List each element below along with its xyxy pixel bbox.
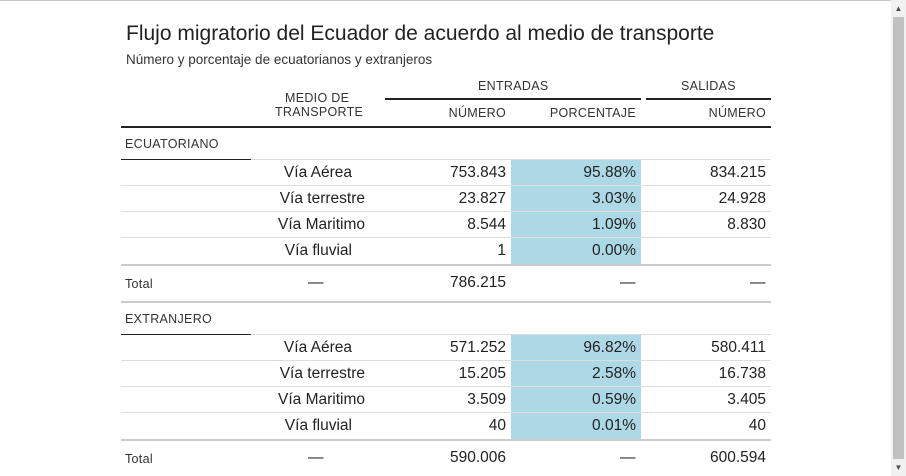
cell-entradas: 753.843 — [449, 164, 506, 181]
cell-porcentaje: 0.00% — [592, 242, 636, 259]
cell-porcentaje: 3.03% — [592, 190, 636, 207]
cell-medio: Vía Aérea — [283, 339, 352, 356]
top-border — [0, 0, 891, 1]
row-rule — [121, 264, 771, 266]
cell-medio: Vía fluvial — [284, 417, 352, 434]
header-bottom-rule — [121, 126, 771, 128]
total-medio: — — [308, 449, 324, 466]
percentage-highlight — [511, 160, 641, 264]
row-rule — [121, 360, 771, 361]
row-rule — [121, 439, 771, 441]
entradas-divider — [385, 98, 641, 100]
cell-entradas: 23.827 — [458, 190, 506, 207]
total-rule — [121, 301, 771, 303]
cell-salidas: 16.738 — [718, 365, 766, 382]
cell-porcentaje: 2.58% — [592, 365, 636, 382]
scroll-up-arrow-icon[interactable]: ▲ — [894, 4, 903, 13]
cell-medio: Vía Maritimo — [278, 216, 365, 233]
group-underline — [121, 334, 251, 335]
cell-medio: Vía fluvial — [284, 242, 352, 259]
scrollbar-thumb[interactable] — [893, 17, 904, 459]
header-numero-entradas: NÚMERO — [448, 106, 506, 120]
row-rule — [121, 185, 771, 186]
salidas-divider — [646, 98, 771, 100]
percentage-highlight — [511, 335, 641, 439]
total-porcentaje: — — [620, 274, 636, 291]
row-rule — [121, 386, 771, 387]
header-medio-line2: TRANSPORTE — [275, 105, 364, 119]
group-rule — [121, 159, 771, 160]
header-porcentaje: PORCENTAJE — [549, 106, 636, 120]
cell-entradas: 3.509 — [467, 391, 506, 408]
cell-porcentaje: 1.09% — [592, 216, 636, 233]
cell-porcentaje: 96.82% — [583, 339, 636, 356]
cell-salidas: 40 — [748, 417, 766, 434]
group-label-extranjero: EXTRANJERO — [125, 312, 213, 326]
cell-entradas: 571.252 — [449, 339, 506, 356]
cell-medio: Vía Maritimo — [278, 391, 365, 408]
header-entradas: ENTRADAS — [478, 79, 549, 93]
header-salidas: SALIDAS — [681, 79, 736, 93]
total-medio: — — [308, 274, 324, 291]
total-label: Total — [125, 452, 153, 466]
total-entradas: 590.006 — [449, 449, 506, 466]
cell-salidas: 580.411 — [711, 339, 766, 356]
row-rule — [121, 412, 771, 413]
cell-porcentaje: 95.88% — [583, 164, 636, 181]
cell-entradas: 1 — [497, 242, 506, 259]
total-label: Total — [125, 277, 153, 291]
group-rule — [121, 334, 771, 335]
page-subtitle: Número y porcentaje de ecuatorianos y ex… — [126, 52, 433, 67]
scroll-down-arrow-icon[interactable]: ▼ — [894, 463, 903, 472]
row-rule — [121, 211, 771, 212]
total-salidas: 600.594 — [709, 449, 766, 466]
vertical-scrollbar[interactable]: ▲ ▼ — [891, 0, 906, 476]
cell-salidas: 8.830 — [727, 216, 766, 233]
cell-salidas: 3.405 — [727, 391, 766, 408]
cell-medio: Vía Aérea — [283, 164, 352, 181]
cell-salidas: 834.215 — [709, 164, 766, 181]
cell-porcentaje: 0.01% — [592, 417, 636, 434]
page-title: Flujo migratorio del Ecuador de acuerdo … — [126, 22, 715, 45]
cell-entradas: 8.544 — [467, 216, 506, 233]
row-rule — [121, 237, 771, 238]
cell-entradas: 15.205 — [458, 365, 506, 382]
total-entradas: 786.215 — [449, 274, 506, 291]
cell-medio: Vía terrestre — [279, 190, 365, 207]
total-salidas: — — [750, 274, 766, 291]
cell-medio: Vía terrestre — [279, 365, 365, 382]
cell-salidas: 24.928 — [718, 190, 766, 207]
total-porcentaje: — — [620, 449, 636, 466]
header-numero-salidas: NÚMERO — [708, 106, 766, 120]
cell-porcentaje: 0.59% — [592, 391, 636, 408]
header-medio-line1: MEDIO DE — [285, 91, 350, 105]
group-label-ecuatoriano: ECUATORIANO — [125, 137, 219, 151]
cell-entradas: 40 — [488, 417, 506, 434]
group-underline — [121, 159, 251, 160]
